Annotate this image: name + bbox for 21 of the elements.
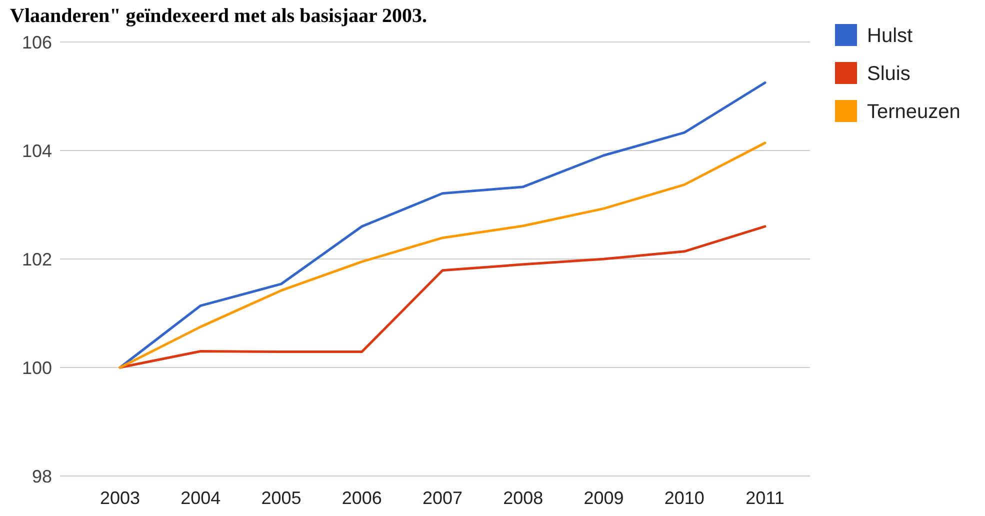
x-tick-label: 2007 <box>422 488 463 508</box>
y-tick-label: 102 <box>22 249 52 270</box>
y-tick-label: 98 <box>32 466 52 486</box>
x-tick-label: 2003 <box>100 488 140 508</box>
chart-title: Vlaanderen" geïndexeerd met als basisjaar 2003. <box>10 5 428 27</box>
legend-label: Terneuzen <box>867 101 960 123</box>
x-tick-label: 2008 <box>503 488 544 508</box>
x-tick-label: 2006 <box>342 488 382 508</box>
y-tick-label: 106 <box>22 32 52 52</box>
y-tick-label: 100 <box>22 358 52 378</box>
line-series <box>118 225 766 369</box>
x-tick-label: 2009 <box>584 488 624 508</box>
x-tick-label: 2005 <box>261 488 302 508</box>
y-tick-label: 104 <box>22 140 52 161</box>
line-series <box>118 81 766 369</box>
x-tick-label: 2011 <box>746 488 784 508</box>
line-series <box>118 142 766 369</box>
x-tick-label: 2004 <box>180 488 221 508</box>
legend-label: Hulst <box>867 25 914 47</box>
legend-label: Sluis <box>867 63 910 85</box>
x-tick-label: 2010 <box>664 488 704 508</box>
